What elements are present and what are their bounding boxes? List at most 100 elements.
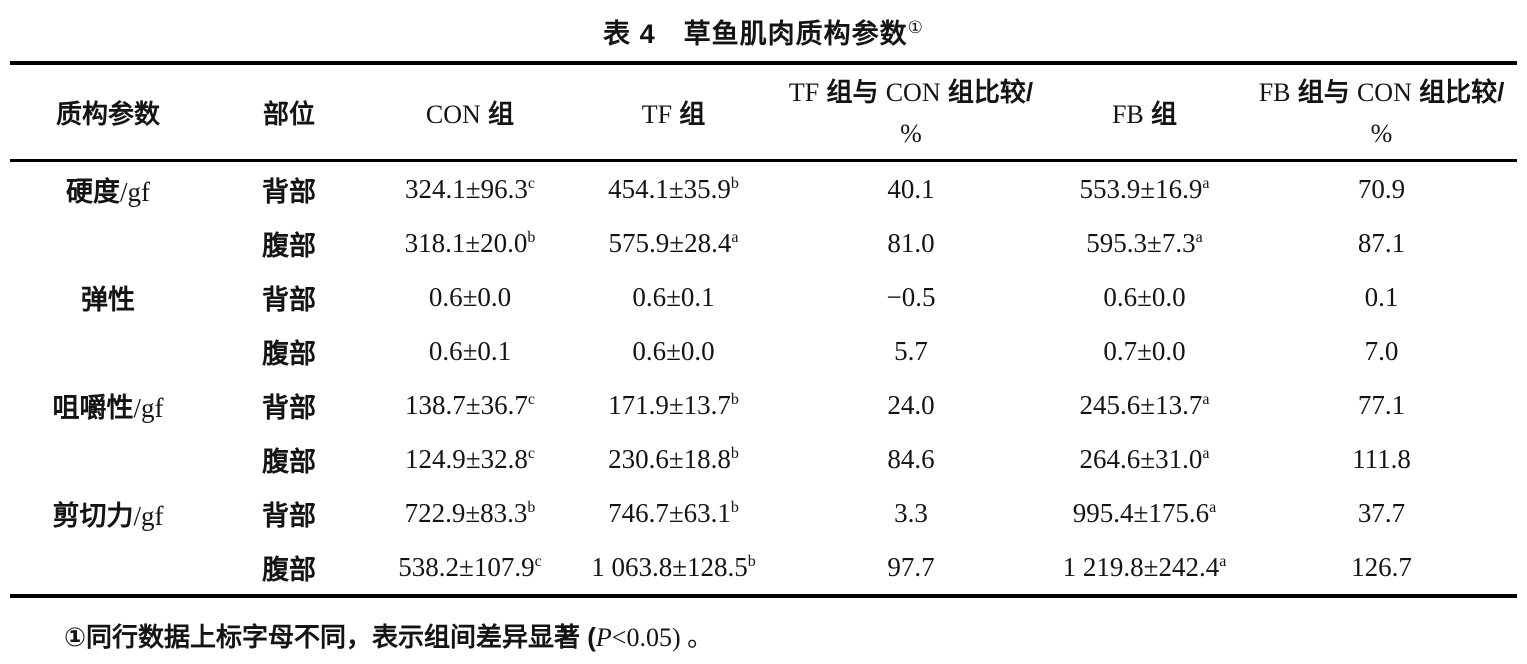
col-header-part: 部位 (206, 63, 372, 162)
tf-vs-con-cell: −0.5 (886, 281, 936, 312)
significance-superscript: c (534, 552, 542, 570)
fb-value-cell: 553.9±16.9a (1079, 173, 1210, 204)
part-cell: 背部 (262, 284, 316, 315)
table-row: 腹部 0.6±0.1 0.6±0.0 5.7 0.7±0.0 7.0 (10, 324, 1517, 378)
fb-vs-con-cell: 111.8 (1352, 443, 1411, 474)
fb-vs-con-cell: 7.0 (1364, 335, 1399, 366)
tf-value-cell: 454.1±35.9b (608, 173, 739, 204)
table-header: 质构参数 部位 CON 组 TF 组 TF 组与 CON 组比较/ % FB 组… (10, 63, 1517, 162)
param-cell: 剪切力/gf (52, 500, 164, 531)
tf-vs-con-cell: 81.0 (887, 227, 935, 258)
param-cell: 弹性 (81, 284, 135, 315)
tf-value-cell: 0.6±0.1 (632, 281, 715, 312)
table-row: 腹部 318.1±20.0b 575.9±28.4a 81.0 595.3±7.… (10, 216, 1517, 270)
table-body: 硬度/gf 背部 324.1±96.3c 454.1±35.9b 40.1 55… (10, 161, 1517, 597)
significance-superscript: a (1202, 390, 1210, 408)
fb-value-cell: 595.3±7.3a (1086, 227, 1203, 258)
table-row: 硬度/gf 背部 324.1±96.3c 454.1±35.9b 40.1 55… (10, 161, 1517, 217)
param-cell (10, 216, 206, 270)
significance-superscript: c (527, 174, 535, 192)
tf-vs-con-cell: 84.6 (887, 443, 935, 474)
fb-vs-con-cell: 0.1 (1364, 281, 1399, 312)
tf-vs-con-cell: 24.0 (887, 389, 935, 420)
p-value-symbol: P (595, 623, 612, 652)
fb-vs-con-cell: 126.7 (1351, 551, 1412, 582)
significance-superscript: a (731, 228, 739, 246)
part-cell: 背部 (262, 392, 316, 423)
tf-value-cell: 575.9±28.4a (608, 227, 739, 258)
fb-vs-con-cell: 37.7 (1357, 497, 1406, 528)
part-cell: 腹部 (262, 230, 316, 261)
significance-superscript: c (527, 390, 535, 408)
table-row: 腹部 538.2±107.9c 1 063.8±128.5b 97.7 1 21… (10, 540, 1517, 596)
table-title-footnote-mark: ① (907, 18, 924, 37)
part-cell: 腹部 (262, 338, 316, 369)
table-row: 咀嚼性/gf 背部 138.7±36.7c 171.9±13.7b 24.0 2… (10, 378, 1517, 432)
fb-value-cell: 0.7±0.0 (1103, 335, 1186, 366)
con-value-cell: 0.6±0.1 (428, 335, 512, 366)
param-cell (10, 540, 206, 596)
significance-superscript: a (1202, 444, 1210, 462)
tf-value-cell: 0.6±0.0 (632, 335, 715, 366)
col-header-param-label: 质构参数 (55, 98, 160, 129)
percent-unit: % (900, 118, 922, 148)
significance-superscript: a (1219, 552, 1227, 570)
col-header-param: 质构参数 (10, 63, 206, 162)
part-cell: 背部 (262, 176, 316, 207)
con-value-cell: 722.9±83.3b (404, 497, 536, 528)
significance-superscript: b (527, 498, 536, 516)
fb-vs-con-cell: 70.9 (1357, 173, 1406, 204)
fb-vs-con-cell: 77.1 (1357, 389, 1406, 420)
table-row: 腹部 124.9±32.8c 230.6±18.8b 84.6 264.6±31… (10, 432, 1517, 486)
col-header-part-label: 部位 (262, 98, 315, 129)
fb-vs-con-cell: 87.1 (1357, 227, 1406, 258)
tf-vs-con-cell: 3.3 (894, 497, 928, 528)
table-row: 弹性 背部 0.6±0.0 0.6±0.1 −0.5 0.6±0.0 0.1 (10, 270, 1517, 324)
tf-value-cell: 171.9±13.7b (608, 389, 739, 420)
tf-vs-con-cell: 40.1 (887, 173, 935, 204)
tf-value-cell: 230.6±18.8b (608, 443, 739, 474)
param-cell: 咀嚼性/gf (52, 392, 164, 423)
significance-superscript: a (1202, 174, 1210, 192)
fb-value-cell: 245.6±13.7a (1079, 389, 1210, 420)
con-value-cell: 538.2±107.9c (398, 551, 542, 582)
header-row: 质构参数 部位 CON 组 TF 组 TF 组与 CON 组比较/ % FB 组… (10, 63, 1517, 162)
part-cell: 腹部 (262, 446, 316, 477)
tf-vs-con-cell: 5.7 (894, 335, 928, 366)
percent-unit: % (1370, 118, 1393, 148)
significance-superscript: a (1195, 228, 1203, 246)
tf-value-cell: 746.7±63.1b (608, 497, 739, 528)
significance-superscript: b (730, 390, 739, 408)
significance-superscript: b (730, 498, 739, 516)
table-row: 剪切力/gf 背部 722.9±83.3b 746.7±63.1b 3.3 99… (10, 486, 1517, 540)
con-value-cell: 138.7±36.7c (405, 389, 535, 420)
param-cell (10, 324, 206, 378)
col-header-tf: TF 组 (568, 63, 779, 162)
significance-superscript: c (527, 444, 535, 462)
tf-value-cell: 1 063.8±128.5b (591, 551, 756, 582)
fb-value-cell: 995.4±175.6a (1072, 497, 1217, 528)
part-cell: 腹部 (262, 554, 316, 585)
significance-superscript: b (747, 552, 756, 570)
texture-parameters-table: 质构参数 部位 CON 组 TF 组 TF 组与 CON 组比较/ % FB 组… (10, 61, 1517, 598)
param-cell (10, 432, 206, 486)
con-value-cell: 0.6±0.0 (428, 281, 512, 312)
footnote-text-end: <0.05) 。 (611, 623, 714, 652)
con-value-cell: 324.1±96.3c (405, 173, 535, 204)
col-header-con: CON 组 (372, 63, 568, 162)
fb-value-cell: 0.6±0.0 (1103, 281, 1186, 312)
table-footnote: ①同行数据上标字母不同，表示组间差异显著 (P<0.05) 。 (64, 617, 1527, 654)
tf-vs-con-cell: 97.7 (887, 551, 935, 582)
param-cell: 硬度/gf (66, 176, 150, 207)
con-value-cell: 124.9±32.8c (405, 443, 535, 474)
fb-value-cell: 264.6±31.0a (1079, 443, 1210, 474)
part-cell: 背部 (262, 500, 316, 531)
table-title-text: 表 4 草鱼肌肉质构参数 (603, 19, 908, 49)
footnote-text: ①同行数据上标字母不同，表示组间差异显著 ( (64, 622, 596, 652)
col-header-tf-vs-con: TF 组与 CON 组比较/ % (779, 63, 1043, 162)
significance-superscript: b (730, 444, 739, 462)
table-title: 表 4 草鱼肌肉质构参数① (0, 0, 1527, 51)
col-header-fb-vs-con: FB 组与 CON 组比较/ % (1246, 63, 1517, 162)
significance-superscript: a (1209, 498, 1217, 516)
